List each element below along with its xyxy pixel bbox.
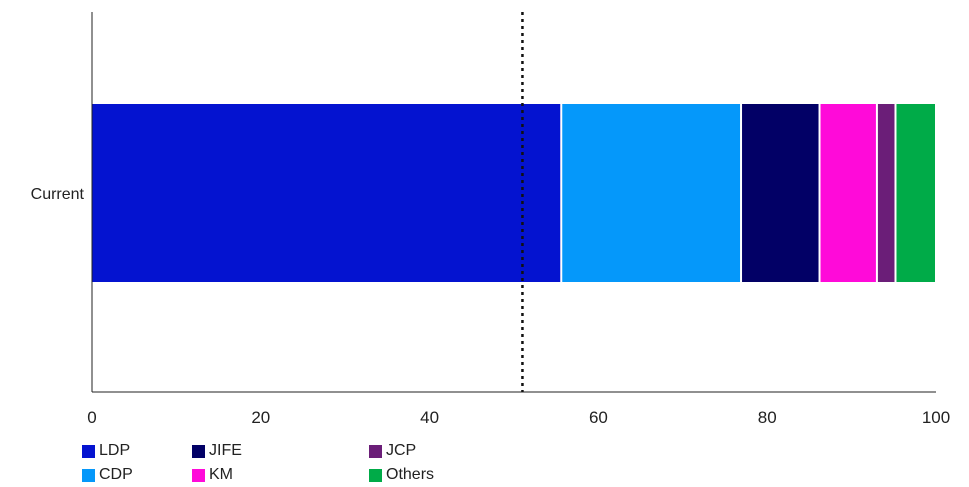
legend-swatch [369, 468, 382, 482]
bar-segment-jcp [877, 104, 895, 282]
legend-item-cdp: CDP [82, 465, 133, 485]
x-tick-label: 60 [589, 408, 608, 427]
legend-swatch [82, 468, 95, 482]
legend: LDP CDP JIFE KM JCP Others [82, 441, 502, 487]
legend-label: LDP [99, 442, 131, 459]
legend-label: JIFE [209, 442, 242, 459]
bar-segment-km [820, 104, 876, 282]
bar-segment-ldp [92, 104, 561, 282]
legend-swatch [192, 468, 205, 482]
legend-label: KM [209, 466, 233, 483]
x-tick-label: 100 [922, 408, 950, 427]
stacked-bar-chart: 0 20 40 60 80 100 Current [31, 12, 950, 427]
legend-item-km: KM [192, 465, 233, 485]
x-tick-labels: 0 20 40 60 80 100 [87, 408, 950, 427]
bar-segment-others [896, 104, 935, 282]
legend-label: JCP [386, 442, 417, 459]
bar-segment-cdp [562, 104, 741, 282]
legend-item-jife: JIFE [192, 441, 242, 461]
bar-segments [92, 104, 935, 282]
x-tick-label: 80 [758, 408, 777, 427]
category-labels: Current [31, 186, 85, 203]
legend-label: CDP [99, 466, 133, 483]
legend-swatch [82, 444, 95, 458]
bar-segment-jife [742, 104, 819, 282]
category-label: Current [31, 186, 85, 203]
legend-swatch [192, 444, 205, 458]
legend-item-ldp: LDP [82, 441, 130, 461]
x-tick-label: 20 [251, 408, 270, 427]
legend-label: Others [386, 466, 435, 483]
x-tick-label: 40 [420, 408, 439, 427]
x-tick-label: 0 [87, 408, 96, 427]
legend-swatch [369, 444, 382, 458]
legend-item-others: Others [369, 465, 434, 485]
legend-item-jcp: JCP [369, 441, 416, 461]
